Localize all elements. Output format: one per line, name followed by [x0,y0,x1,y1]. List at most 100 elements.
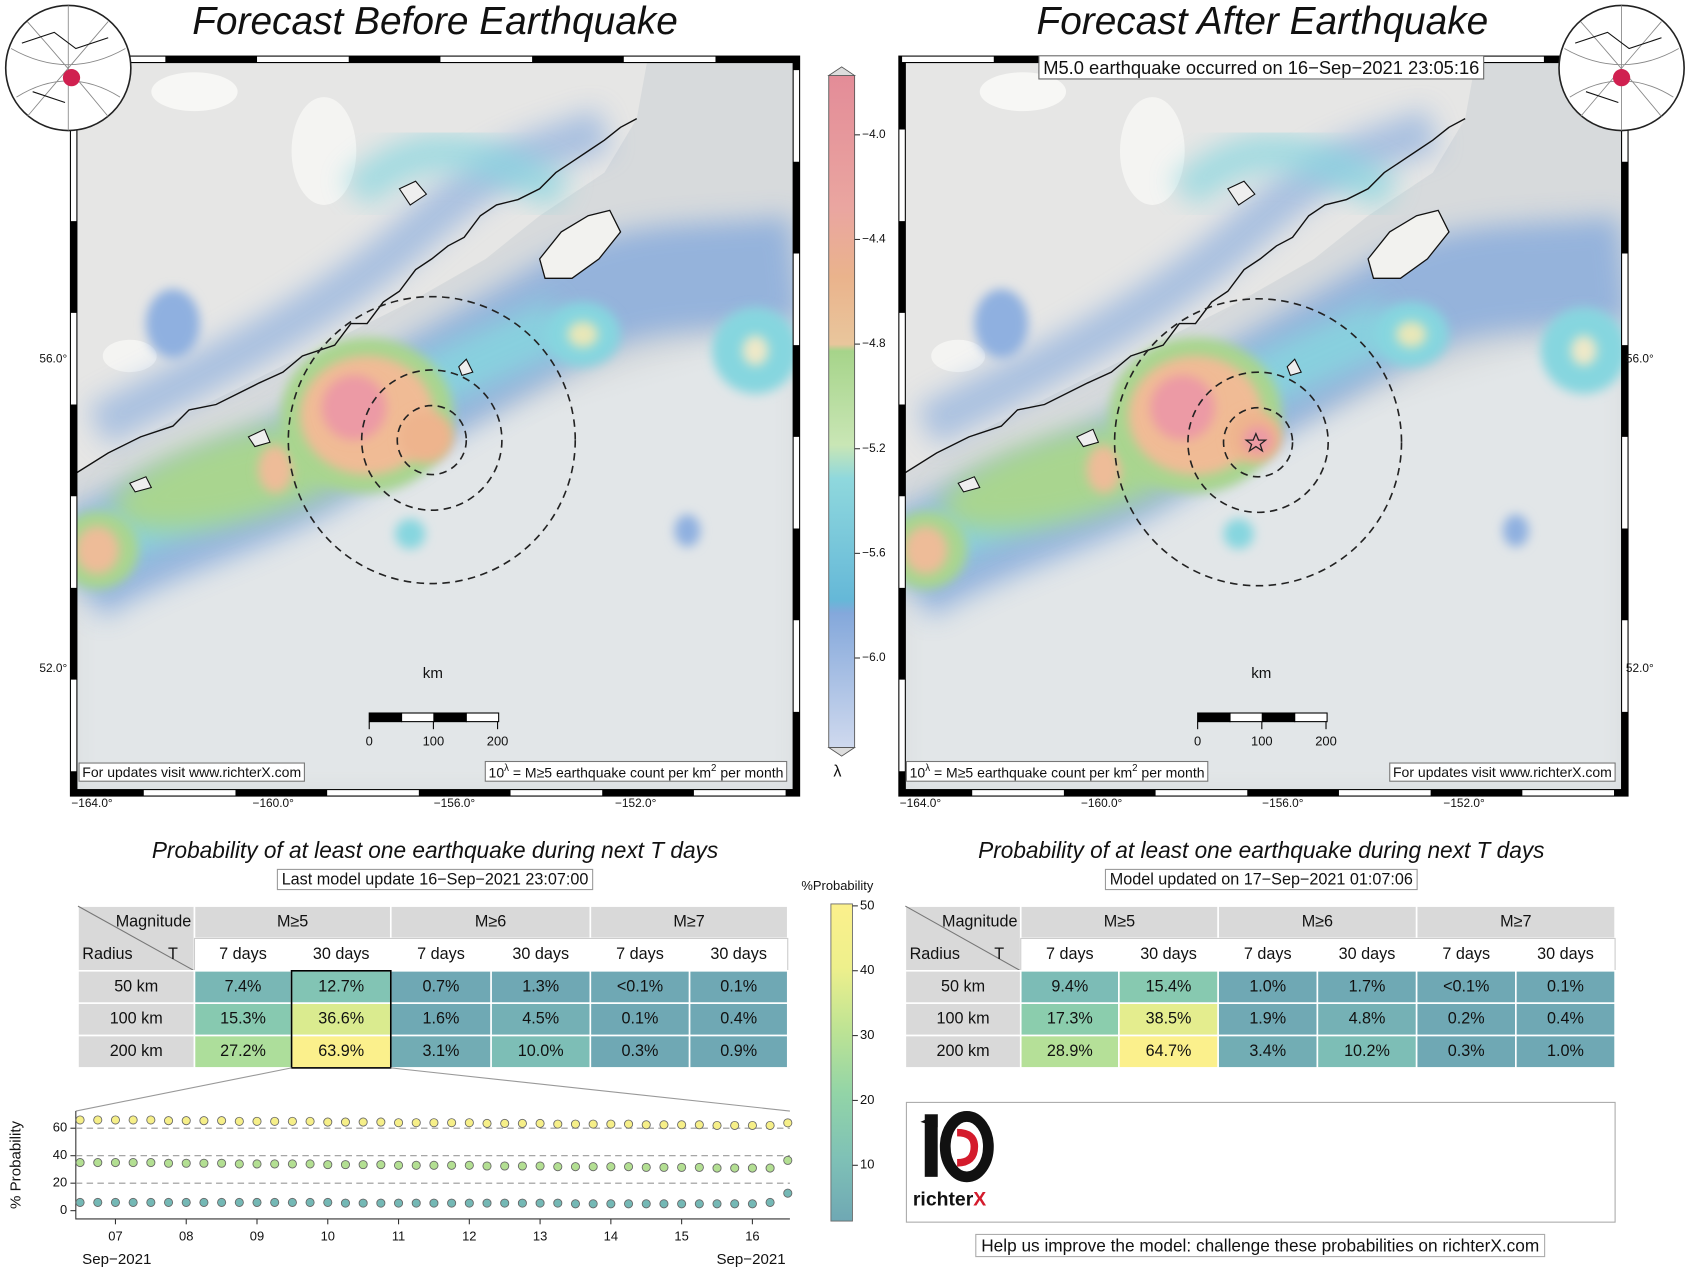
point [110,1197,120,1207]
table-title: Probability of at least one earthquake d… [978,837,1544,863]
table-cell [1415,1002,1517,1037]
probability-cell: 36.6% [318,1010,364,1028]
updates-note: For updates visit www.richterX.com [1393,764,1612,780]
longitude-label: −152.0° [615,796,657,810]
point [730,1199,740,1209]
point [624,1162,634,1172]
probability-cell: 0.1% [1547,977,1584,995]
point [765,1120,775,1130]
table-cell [490,970,592,1004]
use-shape [885,59,1627,793]
info-box [905,1101,1616,1223]
table-cell [193,1034,293,1069]
longitude-label: −164.0° [71,796,113,810]
point [181,1197,191,1207]
point [553,1198,563,1208]
point [783,1155,793,1165]
point [783,1188,793,1198]
point [394,1198,404,1208]
lambda-label: λ [833,763,841,781]
point [747,1199,757,1209]
point [199,1116,209,1126]
point [606,1162,616,1172]
table-cell [1316,1002,1418,1037]
point [110,1115,120,1125]
x-tick-label: 16 [745,1229,759,1244]
x-tick-label: 13 [533,1229,547,1244]
left-map-frame [69,55,801,797]
point [376,1160,386,1170]
g-shape [885,59,1627,793]
left-globe [4,4,132,132]
longitude-label: −156.0° [434,796,476,810]
x-tick-label: 11 [392,1229,405,1244]
lambda-note-part: = M≥5 earthquake count per km [509,764,711,780]
point [287,1116,297,1126]
point [730,1120,740,1130]
point [234,1159,244,1169]
point [553,1162,563,1172]
point [659,1120,669,1130]
left-map [56,59,798,793]
point [712,1120,722,1130]
point [217,1158,227,1168]
probability-tick-label: 30 [860,1027,874,1042]
table-cell [1019,905,1219,940]
probability-cell: 15.4% [1146,977,1192,995]
lambda-note-part: λ [504,763,509,774]
scale-segment [401,712,435,723]
point [376,1198,386,1208]
probability-cell: 4.5% [522,1010,559,1028]
header-window: 30 days [313,945,370,963]
point [765,1163,775,1173]
probability-cell: 1.9% [1249,1010,1286,1028]
circle-shape [1187,371,1329,514]
point [500,1198,510,1208]
point [677,1199,687,1209]
header-magnitude-class: M≥5 [1104,913,1135,931]
scale-label: 0 [1194,734,1201,749]
point [411,1198,421,1208]
probability-colorbar-label: %Probability [801,878,873,893]
path-shape [21,31,109,103]
point [75,1158,85,1168]
header-t: T [994,945,1004,963]
point [765,1197,775,1207]
probability-cell: 63.9% [318,1042,364,1060]
circle-shape [360,369,503,512]
point [464,1160,474,1170]
point [730,1163,740,1173]
point [252,1116,262,1126]
circle-shape [62,69,81,87]
table-cell [1118,1002,1219,1037]
point [323,1117,333,1127]
header-magnitude-class: M≥7 [1500,913,1531,931]
circle-shape [396,404,468,476]
right-map [885,55,1629,797]
point [747,1120,757,1130]
header-window: 30 days [512,945,569,963]
point [464,1118,474,1128]
probability-cell: 7.4% [225,977,262,995]
point [641,1120,651,1130]
point [270,1159,280,1169]
table-cell [1217,1002,1319,1037]
table-cell [1415,1034,1517,1069]
point [181,1116,191,1126]
probability-cell: 0.7% [423,977,460,995]
table-cell [589,1002,691,1037]
point [146,1158,156,1168]
point [641,1162,651,1172]
point [128,1158,138,1168]
scale-segment [1294,712,1328,723]
point [270,1116,280,1126]
probability-cell: 28.9% [1047,1042,1093,1060]
probability-cell: 1.0% [1547,1042,1584,1060]
point [535,1118,545,1128]
point [694,1199,704,1209]
point [517,1118,527,1128]
point [164,1158,174,1168]
lambda-tick-label: −4.0 [862,127,886,141]
radius-label: 50 km [941,977,985,995]
updates-note: For updates visit www.richterX.com [82,764,301,780]
